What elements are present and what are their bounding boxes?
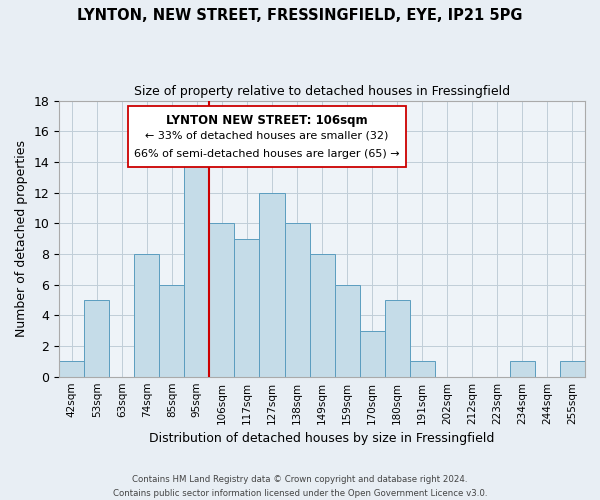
- Bar: [160, 284, 184, 376]
- Bar: [310, 254, 335, 376]
- Title: Size of property relative to detached houses in Fressingfield: Size of property relative to detached ho…: [134, 85, 510, 98]
- Bar: [560, 362, 585, 376]
- Bar: [84, 300, 109, 376]
- Text: LYNTON NEW STREET: 106sqm: LYNTON NEW STREET: 106sqm: [166, 114, 368, 128]
- Bar: [510, 362, 535, 376]
- FancyBboxPatch shape: [128, 106, 406, 167]
- Text: ← 33% of detached houses are smaller (32): ← 33% of detached houses are smaller (32…: [145, 131, 389, 141]
- Y-axis label: Number of detached properties: Number of detached properties: [15, 140, 28, 337]
- Bar: [259, 192, 284, 376]
- Bar: [410, 362, 435, 376]
- Bar: [209, 224, 235, 376]
- X-axis label: Distribution of detached houses by size in Fressingfield: Distribution of detached houses by size …: [149, 432, 495, 445]
- Text: LYNTON, NEW STREET, FRESSINGFIELD, EYE, IP21 5PG: LYNTON, NEW STREET, FRESSINGFIELD, EYE, …: [77, 8, 523, 22]
- Bar: [235, 238, 259, 376]
- Bar: [335, 284, 359, 376]
- Text: 66% of semi-detached houses are larger (65) →: 66% of semi-detached houses are larger (…: [134, 149, 400, 159]
- Bar: [284, 224, 310, 376]
- Bar: [59, 362, 84, 376]
- Bar: [359, 330, 385, 376]
- Text: Contains HM Land Registry data © Crown copyright and database right 2024.
Contai: Contains HM Land Registry data © Crown c…: [113, 476, 487, 498]
- Bar: [385, 300, 410, 376]
- Bar: [134, 254, 160, 376]
- Bar: [184, 162, 209, 376]
